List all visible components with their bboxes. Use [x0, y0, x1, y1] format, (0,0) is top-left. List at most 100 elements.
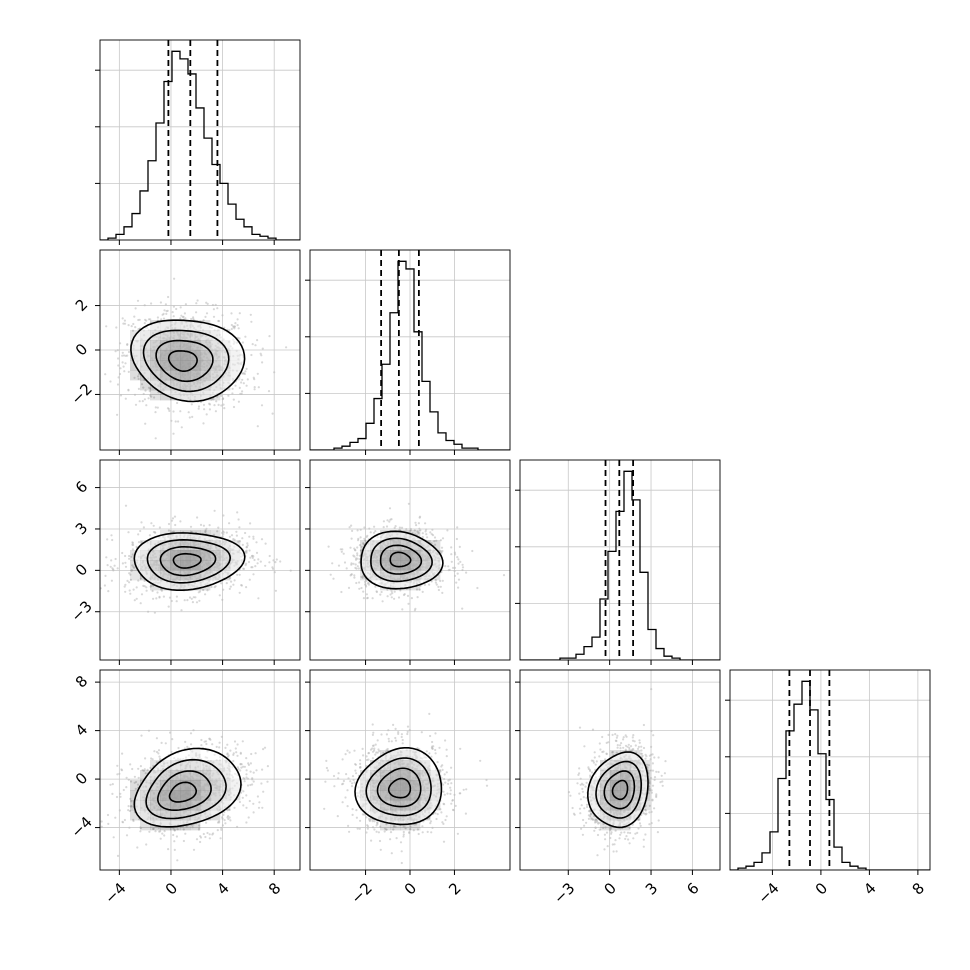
pair-panel-3-0-point: [100, 825, 103, 828]
pair-panel-3-0-point: [240, 766, 243, 769]
pair-panel-2-1-point: [450, 560, 453, 563]
pair-panel-3-0-point: [261, 768, 264, 771]
pair-panel-3-0-point: [202, 832, 205, 836]
pair-panel-2-0-point: [232, 583, 235, 586]
pair-panel-1-0-point: [240, 381, 243, 384]
pair-panel-2-1-point: [430, 533, 433, 536]
pair-panel-1-0-point: [238, 386, 241, 389]
pair-panel-3-0-point: [139, 826, 142, 829]
pair-panel-2-0-point: [104, 574, 107, 578]
pair-panel-2-1-point: [421, 590, 424, 594]
pair-panel-3-0-point: [249, 762, 252, 765]
pair-panel-1-0-point: [140, 383, 144, 386]
pair-panel-1-0-point: [253, 386, 256, 389]
pair-panel-2-1-point: [421, 535, 424, 539]
pair-panel-2-0-point: [274, 589, 277, 592]
pair-panel-3-0-point: [112, 836, 115, 839]
pair-panel-1-0-point: [133, 376, 136, 379]
pair-panel-1-0-content: [100, 250, 300, 450]
pair-panel-3-0-point: [260, 782, 263, 785]
pair-panel-1-0-point: [181, 315, 184, 319]
pair-panel-3-0-point: [245, 776, 248, 779]
pair-panel-3-0-point: [242, 804, 245, 807]
pair-panel-2-0-point: [111, 538, 114, 542]
hist-panel-1-frame: [99, 39, 301, 241]
pair-panel-2-1-point: [363, 526, 366, 529]
pair-panel-3-0-point: [242, 765, 245, 768]
pair-panel-3-0-point: [118, 772, 121, 775]
pair-panel-1-0-point: [217, 403, 220, 406]
pair-panel-1-0-point: [126, 343, 129, 346]
pair-panel-3-0-point: [239, 751, 242, 755]
pair-panel-2-1-point: [351, 529, 354, 533]
pair-panel-1-0-point: [195, 311, 198, 314]
pair-panel-1-0-point: [250, 353, 253, 357]
pair-panel-2-1-point: [360, 545, 363, 549]
pair-panel-2-0-point: [183, 599, 186, 602]
pair-panel-3-0-point: [157, 752, 160, 755]
pair-panel-2-1-point: [471, 549, 474, 553]
pair-panel-2-0-point: [172, 530, 175, 533]
pair-panel-3-0-point: [249, 783, 252, 787]
pair-panel-2-0-point: [170, 519, 174, 522]
pair-panel-3-0-point: [192, 729, 195, 732]
pair-panel-2-1-point: [340, 590, 343, 594]
pair-panel-3-0-point: [155, 750, 159, 754]
pair-panel-2-1-point: [476, 586, 479, 590]
pair-panel-1-0-point: [161, 313, 164, 316]
pair-panel-2-0-point: [225, 582, 228, 585]
pair-panel-2-1-point: [433, 540, 436, 543]
pair-panel-1-0-point: [147, 386, 151, 389]
pair-panel-2-0-point: [156, 591, 159, 594]
pair-panel-2-0-point: [246, 544, 249, 547]
pair-panel-2-1-point: [358, 581, 361, 584]
hist-panel-1: [100, 40, 300, 240]
pair-panel-2-0-point: [124, 590, 127, 593]
pair-panel-2-0-point: [116, 567, 119, 570]
pair-panel-1-0-point: [164, 303, 167, 306]
hist-panel-1-histogram-line: [100, 50, 300, 240]
pair-panel-2-0-point: [100, 587, 102, 590]
pair-panel-1-0-point: [166, 407, 170, 410]
pair-panel-2-0-point: [248, 578, 251, 581]
pair-panel-2-1-point: [374, 530, 377, 533]
hist-panel-2: [310, 250, 510, 450]
pair-panel-3-0-point: [122, 788, 125, 792]
pair-panel-2-0-point: [217, 526, 220, 529]
pair-panel-2-1-point: [366, 597, 369, 600]
pair-panel-2-1-point: [331, 562, 334, 565]
pair-panel-3-0-point: [173, 848, 176, 852]
pair-panel-3-0-frame: [99, 669, 301, 871]
pair-panel-1-0-point: [260, 404, 264, 407]
pair-panel-2-1-point: [357, 567, 360, 570]
pair-panel-2-0-point: [167, 522, 171, 526]
pair-panel-2-1-point: [394, 525, 397, 528]
pair-panel-3-0-point: [130, 805, 133, 808]
pair-panel-3-0-point: [250, 752, 253, 756]
pair-panel-3-0-point: [211, 833, 214, 836]
pair-panel-2-0-point: [170, 599, 173, 603]
pair-panel-2-1-point: [354, 558, 358, 561]
pair-panel-3-0-point: [147, 729, 151, 732]
pair-panel-3-1-point: [333, 785, 336, 788]
pair-panel-3-0-point: [167, 848, 170, 851]
pair-panel-1-0-point: [256, 425, 259, 428]
pair-panel-1-0-density-cell: [150, 390, 161, 401]
pair-panel-3-0-point: [195, 838, 199, 841]
pair-panel-1-0-point: [131, 329, 135, 332]
pair-panel-2-0-point: [279, 560, 282, 563]
pair-panel-1-0-point: [119, 342, 122, 345]
pair-panel-2-0-point: [168, 596, 172, 599]
pair-panel-3-0-point: [220, 828, 223, 831]
pair-panel-2-0-point: [212, 533, 216, 536]
pair-panel-3-0-point: [242, 777, 245, 780]
pair-panel-3-0-point: [252, 811, 255, 814]
pair-panel-3-0-point: [204, 835, 207, 839]
pair-panel-1-0-point: [177, 420, 180, 423]
pair-panel-2-0-point: [195, 601, 199, 604]
pair-panel-2-0-point: [213, 509, 216, 512]
pair-panel-1-0-point: [202, 319, 205, 322]
pair-panel-1-0-point: [144, 389, 147, 392]
hist-panel-4-frame: [729, 669, 931, 871]
